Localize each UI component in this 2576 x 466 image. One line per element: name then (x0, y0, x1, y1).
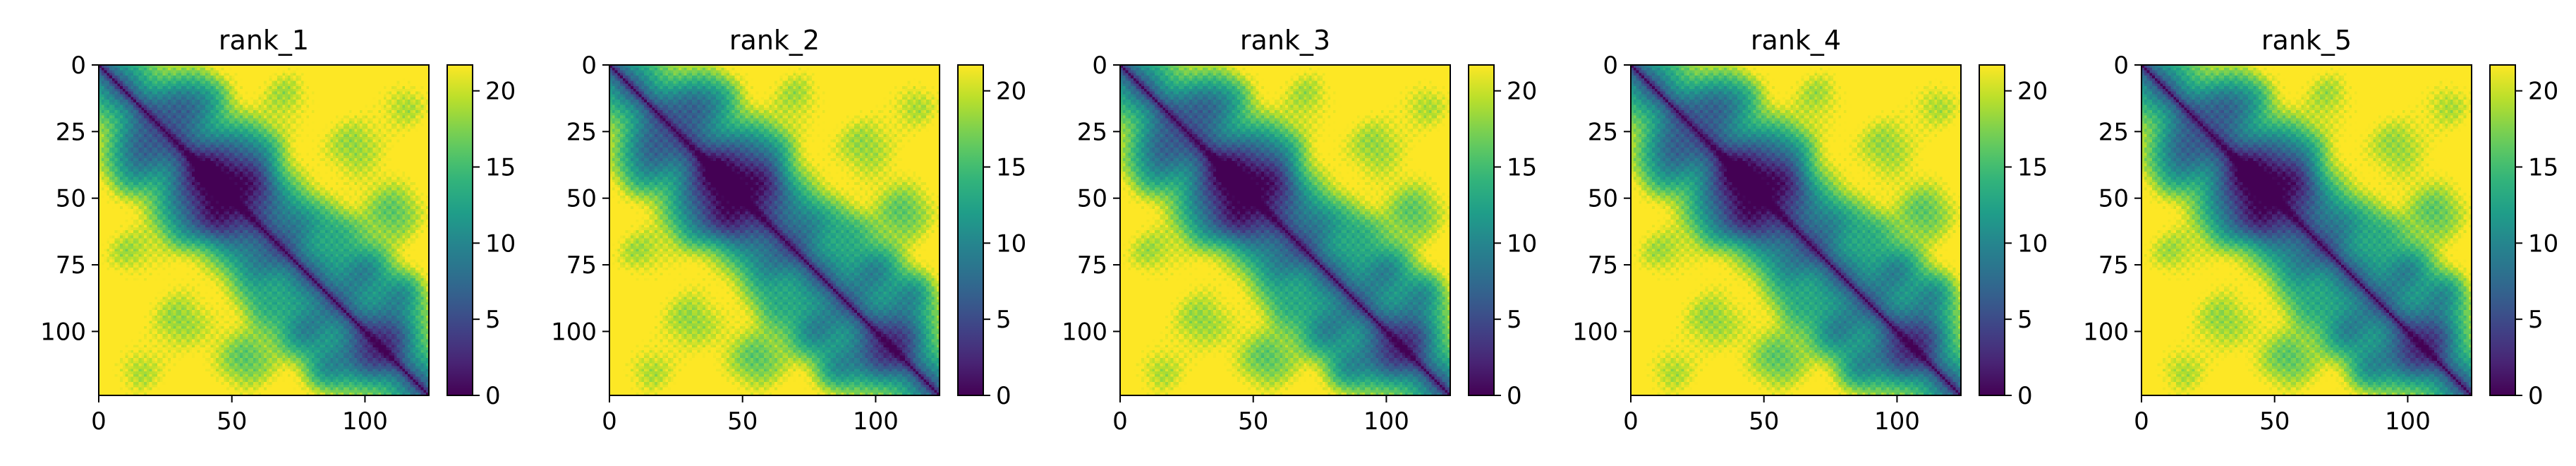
heatmap-image (1120, 65, 1450, 395)
x-tick-label: 50 (1238, 407, 1268, 436)
colorbar-tick-label: 0 (2528, 382, 2544, 410)
colorbar-tick-label: 5 (485, 306, 501, 334)
heatmap-image (99, 65, 429, 395)
y-tick-label: 75 (1588, 251, 1618, 280)
axes-frame (1630, 64, 1962, 396)
colorbar-tick-label: 20 (996, 78, 1026, 106)
y-tick-label: 50 (1077, 185, 1107, 213)
colorbar-tick-label: 10 (996, 229, 1026, 258)
colorbar-tick-label: 20 (1507, 78, 1537, 106)
y-tick-label: 25 (566, 118, 597, 146)
y-tick-label: 25 (1077, 118, 1107, 146)
y-tick-label: 0 (1603, 52, 1618, 80)
y-tick-label: 100 (2083, 318, 2129, 346)
y-tick-label: 75 (56, 251, 86, 280)
colorbar-tick-label: 5 (2017, 306, 2033, 334)
x-tick-label: 0 (2134, 407, 2149, 436)
colorbar-gradient (446, 64, 473, 396)
x-tick-label: 0 (91, 407, 107, 436)
colorbar-tick-label: 10 (1507, 229, 1537, 258)
colorbar-tick-label: 0 (1507, 382, 1522, 410)
y-tick-label: 0 (71, 52, 86, 80)
colorbar-tick-label: 10 (2528, 229, 2558, 258)
x-tick-label: 100 (853, 407, 899, 436)
heatmap-panel-rank_1: rank_1 0 50 100 0 25 50 75 100 0 5 10 15 20 (40, 25, 516, 436)
y-tick-label: 100 (40, 318, 86, 346)
colorbar-tick-label: 20 (485, 78, 516, 106)
y-tick-label: 75 (2098, 251, 2129, 280)
x-tick-label: 50 (2259, 407, 2290, 436)
colorbar-tick-label: 10 (2017, 229, 2048, 258)
heatmap-panel-rank_3: rank_3 0 50 100 0 25 50 75 100 0 5 10 15 20 (1062, 25, 1537, 436)
colorbar-tick-label: 10 (485, 229, 516, 258)
heatmap-panel-rank_5: rank_5 0 50 100 0 25 50 75 100 0 5 10 15 20 (2083, 25, 2558, 436)
colorbar-gradient (1979, 64, 2005, 396)
colorbar-gradient (957, 64, 984, 396)
y-tick-label: 0 (2113, 52, 2129, 80)
y-tick-label: 75 (566, 251, 597, 280)
heatmap-panel-rank_4: rank_4 0 50 100 0 25 50 75 100 0 5 10 15 20 (1572, 25, 2048, 436)
colorbar: 0 5 10 15 20 (1979, 64, 2048, 410)
x-tick-label: 0 (602, 407, 617, 436)
colorbar-tick-label: 0 (996, 382, 1011, 410)
colorbar: 0 5 10 15 20 (1468, 64, 1537, 410)
axes-frame (2141, 64, 2472, 396)
chart-title: rank_2 (729, 25, 820, 56)
heatmap-image (2141, 65, 2472, 395)
y-tick-label: 25 (1588, 118, 1618, 146)
y-tick-label: 100 (551, 318, 597, 346)
heatmap-panel-rank_2: rank_2 0 50 100 0 25 50 75 100 0 5 10 15 20 (551, 25, 1026, 436)
y-tick-label: 25 (56, 118, 86, 146)
axes-frame (609, 64, 940, 396)
y-tick-label: 0 (1092, 52, 1107, 80)
x-tick-label: 100 (1874, 407, 1920, 436)
colorbar-tick-label: 5 (1507, 306, 1522, 334)
x-tick-label: 50 (727, 407, 758, 436)
y-tick-label: 50 (1588, 185, 1618, 213)
chart-title: rank_1 (219, 25, 309, 56)
x-tick-label: 100 (342, 407, 388, 436)
colorbar: 0 5 10 15 20 (446, 64, 516, 410)
axes-frame (1119, 64, 1451, 396)
y-tick-label: 100 (1062, 318, 1107, 346)
colorbar-tick-label: 15 (485, 153, 516, 181)
x-tick-label: 0 (1623, 407, 1639, 436)
x-tick-label: 50 (217, 407, 247, 436)
chart-title: rank_5 (2261, 25, 2352, 56)
colorbar-tick-label: 5 (996, 306, 1011, 334)
colorbar-tick-label: 20 (2528, 78, 2558, 106)
colorbar-tick-label: 0 (2017, 382, 2033, 410)
colorbar-tick-label: 15 (2017, 153, 2048, 181)
x-tick-label: 0 (1112, 407, 1128, 436)
x-tick-label: 100 (1363, 407, 1409, 436)
y-tick-label: 25 (2098, 118, 2129, 146)
heatmap-image (1631, 65, 1961, 395)
colorbar-tick-label: 15 (1507, 153, 1537, 181)
y-tick-label: 100 (1572, 318, 1618, 346)
colorbar-gradient (2489, 64, 2516, 396)
colorbar: 0 5 10 15 20 (2489, 64, 2558, 410)
colorbar-tick-label: 0 (485, 382, 501, 410)
colorbar-tick-label: 5 (2528, 306, 2544, 334)
y-tick-label: 50 (566, 185, 597, 213)
y-tick-label: 50 (56, 185, 86, 213)
x-tick-label: 50 (1749, 407, 1779, 436)
colorbar-gradient (1468, 64, 1495, 396)
y-tick-label: 50 (2098, 185, 2129, 213)
chart-title: rank_3 (1240, 25, 1330, 56)
colorbar-tick-label: 15 (2528, 153, 2558, 181)
y-tick-label: 0 (581, 52, 597, 80)
y-tick-label: 75 (1077, 251, 1107, 280)
colorbar-tick-label: 15 (996, 153, 1026, 181)
heatmap-image (609, 65, 940, 395)
colorbar-tick-label: 20 (2017, 78, 2048, 106)
colorbar: 0 5 10 15 20 (957, 64, 1026, 410)
chart-title: rank_4 (1751, 25, 1841, 56)
x-tick-label: 100 (2385, 407, 2431, 436)
axes-frame (98, 64, 430, 396)
